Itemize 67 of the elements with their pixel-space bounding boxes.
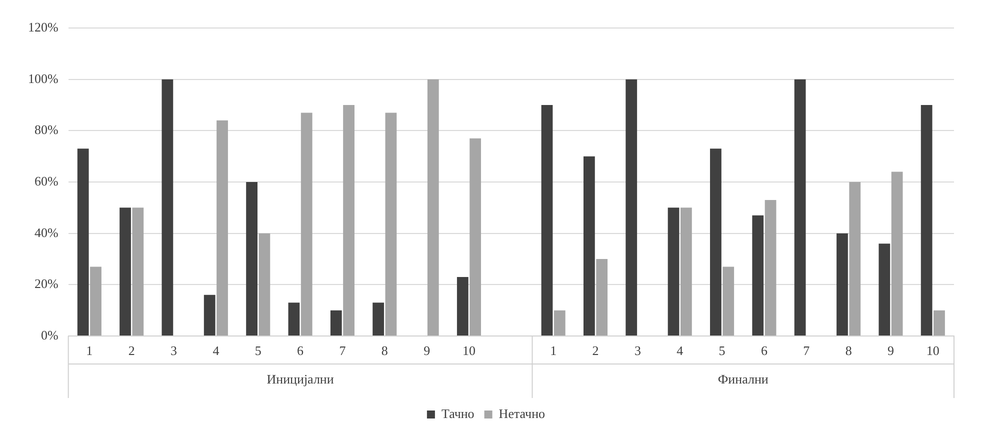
bar: [246, 182, 258, 336]
bar: [554, 310, 566, 336]
bar: [668, 208, 680, 336]
y-tick-label: 20%: [34, 276, 58, 292]
bar: [343, 105, 354, 336]
bar: [722, 266, 734, 336]
y-tick-label: 100%: [28, 70, 58, 86]
x-tick-label: 4: [676, 343, 684, 358]
bar: [626, 79, 638, 336]
x-tick-label: 2: [592, 343, 599, 358]
legend-label: Нетачно: [498, 406, 546, 421]
x-tick-label: 3: [634, 343, 641, 358]
bar: [596, 259, 608, 336]
x-tick-label: 9: [424, 343, 430, 358]
bar: [710, 148, 722, 336]
x-tick-label: 5: [254, 343, 262, 358]
y-tick-label: 0%: [40, 327, 58, 342]
x-tick-label: 1: [550, 343, 557, 358]
y-tick-label: 60%: [34, 173, 58, 188]
bar: [162, 79, 174, 336]
bar: [878, 244, 890, 336]
x-tick-label: 7: [803, 343, 810, 358]
bar: [330, 310, 342, 336]
y-tick-label: 80%: [34, 122, 58, 138]
bar: [470, 138, 482, 336]
bar: [120, 208, 131, 336]
bar: [288, 302, 300, 336]
x-tick-label: 7: [339, 343, 346, 358]
x-tick-label: 1: [86, 343, 93, 358]
text: Иницијални: [266, 371, 334, 386]
x-tick-label: 2: [128, 343, 135, 358]
bar: [77, 148, 89, 336]
x-tick-label: 4: [212, 343, 220, 358]
text: Финални: [718, 371, 768, 386]
bar: [583, 156, 595, 336]
bar: [427, 79, 439, 336]
bar: [216, 120, 228, 336]
x-tick-label: 5: [718, 343, 726, 358]
x-tick-label: 6: [297, 343, 304, 358]
bar: [258, 233, 270, 336]
bar: [764, 200, 776, 336]
x-tick-label: 8: [845, 343, 852, 358]
x-tick-label: 3: [170, 343, 178, 358]
y-tick-label: 40%: [34, 224, 58, 240]
bar: [204, 294, 216, 336]
x-tick-label: 6: [760, 343, 768, 358]
bar: [849, 182, 861, 336]
bar: [891, 172, 903, 336]
x-tick-label: 10: [926, 343, 940, 358]
bar: [794, 79, 806, 336]
x-tick-label: 9: [887, 343, 894, 358]
bar: [680, 208, 692, 336]
bar: [752, 215, 764, 336]
bar: [300, 112, 312, 336]
bar: [372, 302, 384, 336]
bar: [920, 105, 932, 336]
bar: [836, 233, 848, 336]
bar: [934, 310, 945, 336]
bar: [541, 105, 553, 336]
bar: [456, 276, 468, 336]
bar: [132, 208, 144, 336]
legend-label: Тачно: [441, 406, 474, 421]
x-tick-label: 10: [462, 343, 476, 358]
bar: [385, 112, 397, 336]
y-tick-label: 120%: [28, 19, 58, 34]
bar: [90, 266, 102, 336]
x-tick-label: 8: [381, 343, 388, 358]
